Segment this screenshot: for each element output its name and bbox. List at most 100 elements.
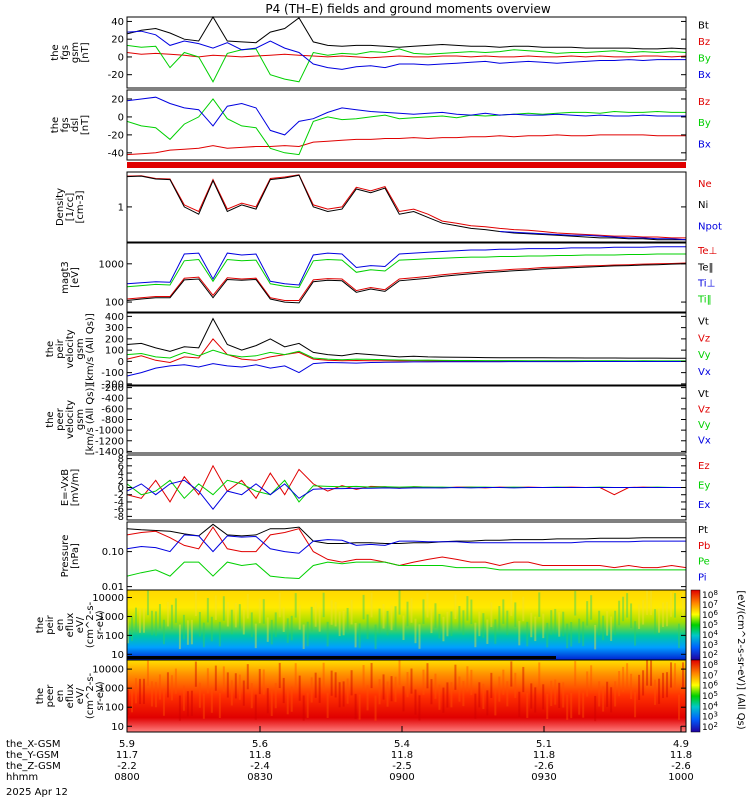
ylabel-line: the xyxy=(50,44,61,60)
legend-entry: Ey xyxy=(698,480,710,491)
heatmap-streak xyxy=(638,604,641,629)
heatmap-streak xyxy=(514,672,517,698)
legend-entry: Bx xyxy=(698,70,711,81)
heatmap-field xyxy=(127,590,686,660)
heatmap-streak xyxy=(330,600,333,625)
heatmap-streak xyxy=(550,680,553,706)
ephemeris-value: 5.1 xyxy=(536,739,552,750)
ytick-label: 10 xyxy=(111,722,124,733)
ytick-label: 8 xyxy=(118,454,124,465)
heatmap-streak xyxy=(166,601,169,627)
ylabel-line: magt3 xyxy=(60,261,71,294)
legend-entry: Ne xyxy=(698,179,712,190)
heatmap-streak xyxy=(566,623,569,649)
heatmap-streak xyxy=(174,598,177,623)
heatmap-streak xyxy=(482,683,485,710)
series-line-bz xyxy=(126,134,686,156)
colorbar xyxy=(690,659,701,733)
heatmap-streak xyxy=(154,611,157,636)
series-line-vx xyxy=(126,361,686,377)
heatmap-streak xyxy=(358,694,361,720)
series-line-by xyxy=(126,98,686,156)
ytick-label: 20 xyxy=(111,35,124,46)
heatmap-streak xyxy=(490,672,493,699)
ylabel-line: peir xyxy=(55,338,66,358)
colorbar-tick-label: 108 xyxy=(702,589,718,601)
heatmap-streak xyxy=(274,683,277,709)
ylabel-group: the peer en eflux eV/(cm^2-s-sr-eV) xyxy=(35,672,106,719)
ytick-label: 40 xyxy=(111,17,124,28)
ylabel-line: the xyxy=(35,688,46,704)
heatmap-streak xyxy=(234,602,237,628)
heatmap-streak xyxy=(682,592,685,617)
heatmap-streak xyxy=(166,672,169,698)
heatmap-streak xyxy=(602,686,605,712)
heatmap-streak xyxy=(266,688,269,714)
heatmap-streak xyxy=(206,668,209,694)
ephemeris-value: 5.6 xyxy=(252,739,268,750)
heatmap-streak xyxy=(522,666,525,693)
heatmap-streak xyxy=(354,693,357,720)
heatmap-streak xyxy=(390,605,393,631)
heatmap-streak xyxy=(158,674,161,700)
colorbar-tick-label: 103 xyxy=(702,711,718,723)
panel-pressure: 0.01 0.10 Pressure [nPa] Pt Pb Pe Pi xyxy=(60,521,710,593)
legend-entry: Ti⊥ xyxy=(697,278,715,289)
heatmap-streak xyxy=(678,623,681,649)
heatmap-streak xyxy=(366,685,369,711)
heatmap-streak xyxy=(394,606,397,631)
series-line-bx xyxy=(126,30,686,70)
legend-entry: Te⊥ xyxy=(697,246,717,257)
legend-entry: Te‖ xyxy=(697,262,714,273)
heatmap-streak xyxy=(162,690,165,716)
heatmap-streak xyxy=(350,599,353,625)
ytick-label: 300 xyxy=(105,323,124,334)
series-line-te⊥ xyxy=(126,262,687,301)
heatmap-streak xyxy=(378,608,381,634)
heatmap-streak xyxy=(514,602,517,627)
heatmap-streak xyxy=(558,612,561,637)
ylabel-line: sr-eV) xyxy=(95,610,106,639)
heatmap-streak xyxy=(498,606,501,631)
ylabel-group: the peir en eflux eV/(cm^2-s-sr-eV) xyxy=(35,601,106,648)
legend-entry: Bz xyxy=(698,97,710,108)
colorbar-tick-label: 104 xyxy=(702,700,718,712)
heatmap-streak xyxy=(618,671,621,697)
heatmap-streak xyxy=(490,602,493,627)
ephemeris-row: the_Z-GSM -2.2 -2.4 -2.5 -2.6 -2.6 xyxy=(6,761,746,773)
heatmap-streak xyxy=(270,690,273,716)
ylabel-line: gsm xyxy=(75,409,86,430)
heatmap-streak xyxy=(214,665,217,691)
heatmap-streak xyxy=(194,661,197,687)
colorbar-tick-label: 102 xyxy=(702,649,718,661)
ephemeris-value: -2.4 xyxy=(250,761,270,772)
ytick-label: 0 xyxy=(118,112,124,123)
heatmap-streak xyxy=(342,681,345,707)
series-line-ne xyxy=(126,174,686,239)
heatmap-streak xyxy=(286,618,289,643)
heatmap-streak xyxy=(502,669,505,695)
heatmap-streak xyxy=(634,621,637,646)
heatmap-streak xyxy=(418,695,421,721)
heatmap-streak xyxy=(370,662,373,689)
heatmap-streak xyxy=(538,592,541,617)
heatmap-streak xyxy=(278,662,281,689)
ephemeris-value: 1000 xyxy=(668,772,694,783)
heatmap-streak xyxy=(502,599,505,624)
ylabel-line: en xyxy=(55,690,66,703)
ephemeris-value: -2.6 xyxy=(534,761,554,772)
heatmap-streak xyxy=(302,624,305,649)
heatmap-streak xyxy=(214,595,217,620)
heatmap-streak xyxy=(494,690,497,716)
series-line-npot xyxy=(499,231,687,241)
ytick-label: 200 xyxy=(105,334,124,345)
ytick-label: 100 xyxy=(105,631,124,642)
legend-entry: Pi xyxy=(698,573,707,584)
ylabel-line: peer xyxy=(55,407,66,431)
heatmap-streak xyxy=(618,600,621,626)
ytick-label: 1000 xyxy=(99,684,124,695)
ylabel-line: en xyxy=(55,619,66,632)
